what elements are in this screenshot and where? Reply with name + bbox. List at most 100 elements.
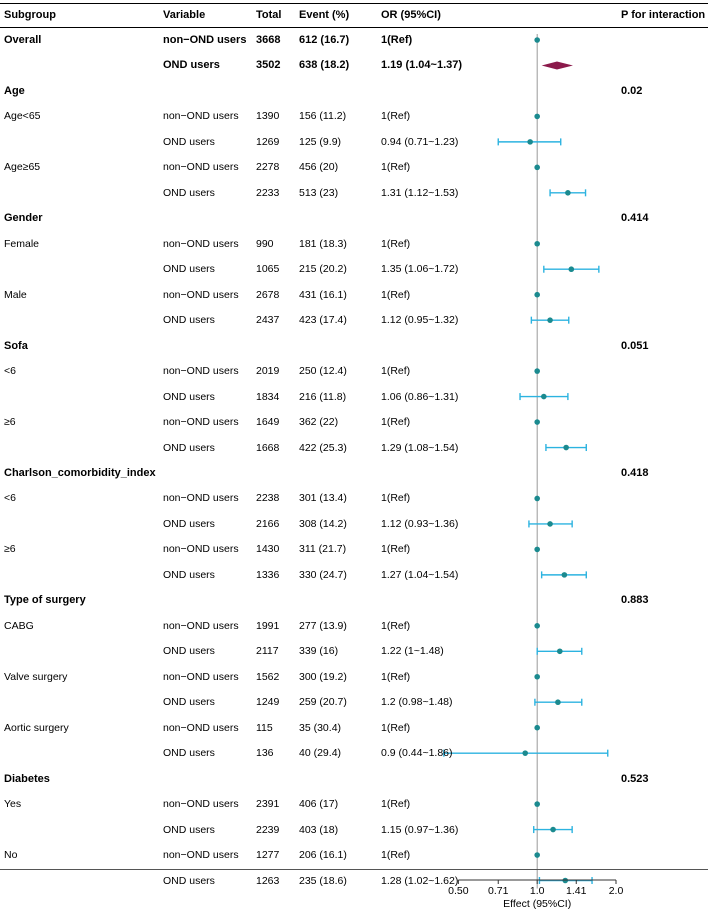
event-value: 311 (21.7): [299, 543, 347, 556]
estimate-point: [568, 266, 575, 273]
variable-label: OND users: [163, 568, 215, 581]
total-value: 2278: [256, 161, 280, 174]
reference-point: [534, 240, 540, 247]
column-header: P for interaction: [621, 9, 706, 21]
reference-point: [534, 164, 540, 171]
or-value: 1(Ref): [381, 161, 411, 174]
total-value: 1390: [256, 110, 280, 123]
variable-label: OND users: [163, 823, 215, 836]
reference-point: [534, 623, 540, 629]
total-value: 1649: [256, 416, 280, 429]
event-value: 362 (22): [299, 416, 339, 429]
total-value: 2117: [256, 645, 279, 658]
column-header: Subgroup: [4, 9, 56, 21]
subgroup-label: Aortic surgery: [4, 721, 69, 734]
or-value: 1(Ref): [381, 288, 411, 301]
or-value: 1(Ref): [381, 849, 411, 862]
subgroup-header: Charlson_comorbidity_index: [4, 466, 156, 479]
total-value: 2239: [256, 823, 280, 836]
or-value: 0.9 (0.44~1.86): [381, 747, 453, 760]
subgroup-label: Age<65: [4, 110, 41, 123]
variable-label: OND users: [163, 696, 215, 709]
variable-label: non−OND users: [163, 288, 239, 301]
column-header: OR (95%CI): [381, 9, 441, 21]
or-value: 1.15 (0.97~1.36): [381, 823, 459, 836]
total-value: 3502: [256, 59, 281, 72]
total-value: 2233: [256, 186, 280, 199]
event-value: 206 (16.1): [299, 849, 347, 862]
total-value: 2238: [256, 492, 280, 505]
event-value: 431 (16.1): [299, 288, 347, 301]
event-value: 403 (18): [299, 823, 339, 836]
total-value: 1263: [256, 874, 280, 887]
estimate-point: [527, 139, 533, 145]
estimate-point: [563, 444, 569, 451]
or-value: 1(Ref): [381, 34, 413, 46]
event-value: 215 (20.2): [299, 263, 347, 276]
total-value: 115: [256, 721, 273, 734]
total-value: 2437: [256, 314, 280, 327]
event-value: 423 (17.4): [299, 314, 347, 327]
subgroup-label: Yes: [4, 798, 22, 811]
event-value: 456 (20): [299, 161, 339, 174]
or-value: 1.19 (1.04~1.37): [381, 59, 463, 72]
total-value: 2019: [256, 365, 280, 378]
total-value: 2678: [256, 288, 280, 301]
event-value: 308 (14.2): [299, 517, 347, 530]
reference-point: [534, 546, 540, 553]
variable-label: non−OND users: [163, 670, 239, 683]
variable-label: non−OND users: [163, 619, 239, 632]
subgroup-header: Type of surgery: [4, 594, 86, 607]
subgroup-label: <6: [4, 492, 16, 505]
estimate-point: [555, 699, 561, 706]
total-value: 2166: [256, 517, 280, 530]
subgroup-label: <6: [4, 365, 16, 378]
event-value: 35 (30.4): [299, 721, 342, 734]
total-value: 3668: [256, 34, 281, 46]
variable-label: non−OND users: [163, 492, 239, 505]
subgroup-label: CABG: [4, 619, 34, 632]
variable-label: non−OND users: [163, 110, 239, 123]
variable-label: non−OND users: [163, 416, 239, 429]
or-value: 0.94 (0.71~1.23): [381, 135, 459, 148]
x-tick-label: 0.71: [488, 885, 509, 897]
variable-label: OND users: [163, 263, 215, 276]
top-rule: [0, 3, 708, 4]
column-header: Event (%): [299, 9, 350, 21]
total-value: 1065: [256, 263, 280, 276]
estimate-point: [547, 521, 553, 527]
p-interaction: 0.02: [621, 84, 643, 97]
or-value: 1.06 (0.86~1.31): [381, 390, 459, 403]
or-value: 1.12 (0.95~1.32): [381, 314, 459, 327]
total-value: 1277: [256, 849, 280, 862]
or-value: 1.22 (1~1.48): [381, 645, 444, 658]
or-value: 1.2 (0.98~1.48): [381, 696, 453, 709]
reference-point: [534, 852, 540, 858]
subgroup-header: Sofa: [4, 339, 28, 352]
or-value: 1(Ref): [381, 492, 411, 505]
estimate-point: [547, 317, 553, 323]
reference-point: [534, 495, 540, 502]
p-interaction: 0.523: [621, 772, 649, 785]
total-value: 1269: [256, 135, 280, 148]
total-value: 2391: [256, 798, 280, 811]
subgroup-label: Valve surgery: [4, 670, 68, 683]
subgroup-label: Overall: [4, 34, 42, 46]
total-value: 136: [256, 747, 274, 760]
x-tick-label: 2.0: [608, 885, 624, 897]
event-value: 181 (18.3): [299, 237, 347, 250]
or-value: 1(Ref): [381, 543, 411, 556]
variable-label: OND users: [163, 874, 215, 887]
estimate-point: [522, 750, 529, 756]
variable-label: non−OND users: [163, 849, 239, 862]
total-value: 990: [256, 237, 274, 250]
reference-point: [534, 368, 540, 374]
x-axis-title: Effect (95%CI): [503, 898, 572, 910]
or-value: 1(Ref): [381, 237, 411, 250]
variable-label: OND users: [163, 186, 215, 199]
or-value: 1(Ref): [381, 416, 411, 429]
event-value: 301 (13.4): [299, 492, 347, 505]
reference-point: [534, 419, 540, 425]
estimate-point: [562, 877, 569, 884]
event-value: 422 (25.3): [299, 441, 347, 454]
